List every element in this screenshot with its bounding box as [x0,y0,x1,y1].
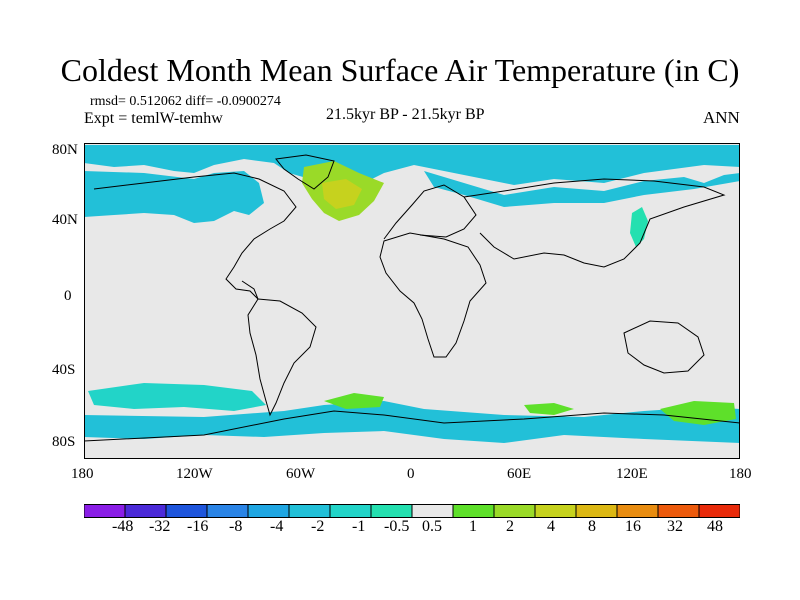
colorbar-box [534,504,577,518]
colorbar-label: -32 [149,518,171,535]
colorbar-box [247,504,290,518]
southern-ocean-east-mild [524,403,574,415]
eurasia-cool-region [424,171,740,207]
colorbar-label: 4 [547,518,555,535]
rmsd-value: rmsd= 0.512062 [90,94,182,109]
colorbar-label: 8 [588,518,596,535]
colorbar-box [411,504,454,518]
colorbar-label: -1 [352,518,366,535]
ross-sea-mild-patch [660,401,736,425]
coastlines [84,154,740,442]
lon-tick-label: 60E [507,466,532,482]
colorbar-box [616,504,659,518]
east-asia-cool-patch [630,207,648,247]
coast-australia [623,320,705,374]
colorbar-box [206,504,249,518]
lon-tick-label: 60W [286,466,316,482]
season-label: ANN [703,108,740,127]
colorbar-label: 16 [625,518,641,535]
lat-tick-label: 80N [52,142,78,158]
lon-tick-label: 120E [616,466,648,482]
colorbar-label: 1 [469,518,477,535]
antarctic-cool-region [84,401,740,443]
coast-asia [463,178,726,268]
diff-value: diff= -0.0900274 [185,94,281,109]
lon-tick-label: 120W [176,466,213,482]
coast-greenland [275,154,335,190]
southern-ocean-west-cool [88,383,266,411]
weddell-mild-patch [324,393,384,409]
colorbar-label: -4 [270,518,284,535]
colorbar-label: -2 [311,518,325,535]
colorbar-box [288,504,331,518]
colorbar-box [84,504,126,518]
coast-north-america [93,172,297,300]
experiment-label: Expt = temlW-temhw [84,110,223,127]
coast-europe [383,184,477,240]
north-atlantic-warm-core [322,179,362,209]
colorbar-label: 48 [707,518,723,535]
coast-antarctica [84,410,740,442]
colorbar-boxes [84,504,740,518]
colorbar-box [698,504,740,518]
anomaly-fill-layer [84,145,740,443]
lat-tick-label: 80S [52,434,76,450]
colorbar-box [165,504,208,518]
lon-tick-label: 180 [729,466,752,482]
temperature-anomaly-map [84,143,740,459]
colorbar-box [329,504,372,518]
colorbar-label: -0.5 [384,518,410,535]
colorbar-label: 32 [667,518,683,535]
colorbar-label: 2 [506,518,514,535]
lat-tick-label: 40N [52,212,78,228]
colorbar-label: -8 [229,518,243,535]
lat-tick-label: 40S [52,362,76,378]
colorbar-box [124,504,167,518]
colorbar-label: 0.5 [422,518,442,535]
colorbar-box [370,504,413,518]
colorbar [84,504,740,518]
period-label: 21.5kyr BP - 21.5kyr BP [326,106,485,123]
coast-south-america [247,298,317,417]
map-title: Coldest Month Mean Surface Air Temperatu… [60,52,740,88]
colorbar-box [452,504,495,518]
colorbar-label: -48 [112,518,134,535]
colorbar-label: -16 [187,518,209,535]
lon-tick-label: 180 [71,466,94,482]
lat-tick-label: 0 [64,288,72,304]
colorbar-box [493,504,536,518]
lon-tick-label: 0 [407,466,415,482]
map-border [84,143,740,459]
colorbar-box [575,504,618,518]
colorbar-box [657,504,700,518]
stats-line: rmsd= 0.512062 diff= -0.0900274 [90,94,281,110]
arctic-cool-region [84,145,740,188]
north-america-cool-region [84,171,264,223]
coast-africa [379,232,487,358]
